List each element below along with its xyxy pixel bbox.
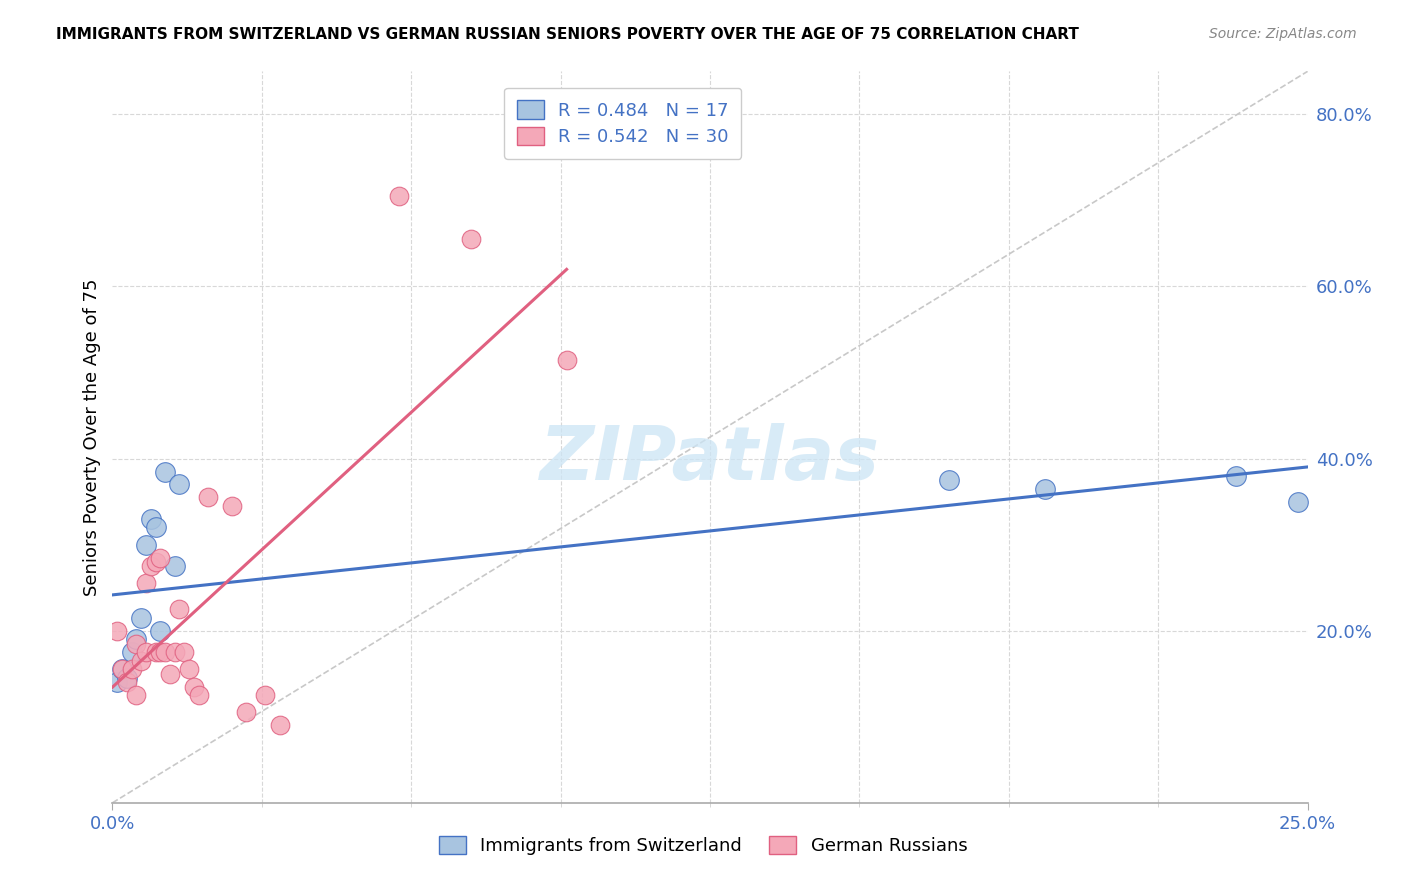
Point bbox=[1033, 482, 1056, 496]
Point bbox=[145, 555, 167, 569]
Point bbox=[125, 632, 148, 647]
Text: IMMIGRANTS FROM SWITZERLAND VS GERMAN RUSSIAN SENIORS POVERTY OVER THE AGE OF 75: IMMIGRANTS FROM SWITZERLAND VS GERMAN RU… bbox=[56, 27, 1080, 42]
Point bbox=[169, 477, 191, 491]
Point bbox=[173, 645, 195, 659]
Point bbox=[105, 675, 128, 690]
Legend: R = 0.484   N = 17, R = 0.542   N = 30: R = 0.484 N = 17, R = 0.542 N = 30 bbox=[503, 87, 741, 159]
Point bbox=[938, 473, 960, 487]
Point bbox=[111, 662, 134, 676]
Point bbox=[135, 538, 157, 552]
Point bbox=[139, 559, 162, 574]
Point bbox=[153, 465, 176, 479]
Point bbox=[125, 688, 148, 702]
Legend: Immigrants from Switzerland, German Russians: Immigrants from Switzerland, German Russ… bbox=[425, 822, 981, 870]
Point bbox=[115, 675, 138, 690]
Point bbox=[460, 232, 482, 246]
Point bbox=[169, 602, 191, 616]
Point bbox=[254, 688, 277, 702]
Point bbox=[125, 637, 148, 651]
Point bbox=[145, 645, 167, 659]
Point bbox=[149, 645, 172, 659]
Point bbox=[129, 611, 152, 625]
Text: ZIPatlas: ZIPatlas bbox=[540, 423, 880, 496]
Y-axis label: Seniors Poverty Over the Age of 75: Seniors Poverty Over the Age of 75 bbox=[83, 278, 101, 596]
Point bbox=[149, 624, 172, 638]
Point bbox=[149, 550, 172, 565]
Point bbox=[163, 559, 186, 574]
Point bbox=[1225, 468, 1247, 483]
Point bbox=[121, 645, 143, 659]
Point bbox=[129, 654, 152, 668]
Point bbox=[111, 662, 134, 676]
Point bbox=[235, 706, 257, 720]
Point bbox=[269, 718, 291, 732]
Point bbox=[121, 662, 143, 676]
Point bbox=[135, 576, 157, 591]
Point bbox=[187, 688, 209, 702]
Point bbox=[145, 520, 167, 534]
Point bbox=[183, 680, 205, 694]
Text: Source: ZipAtlas.com: Source: ZipAtlas.com bbox=[1209, 27, 1357, 41]
Point bbox=[105, 624, 128, 638]
Point bbox=[115, 671, 138, 685]
Point bbox=[139, 512, 162, 526]
Point bbox=[135, 645, 157, 659]
Point bbox=[163, 645, 186, 659]
Point bbox=[159, 666, 181, 681]
Point bbox=[388, 189, 411, 203]
Point bbox=[221, 499, 243, 513]
Point bbox=[177, 662, 200, 676]
Point bbox=[153, 645, 176, 659]
Point bbox=[555, 352, 578, 367]
Point bbox=[197, 491, 219, 505]
Point bbox=[1286, 494, 1309, 508]
